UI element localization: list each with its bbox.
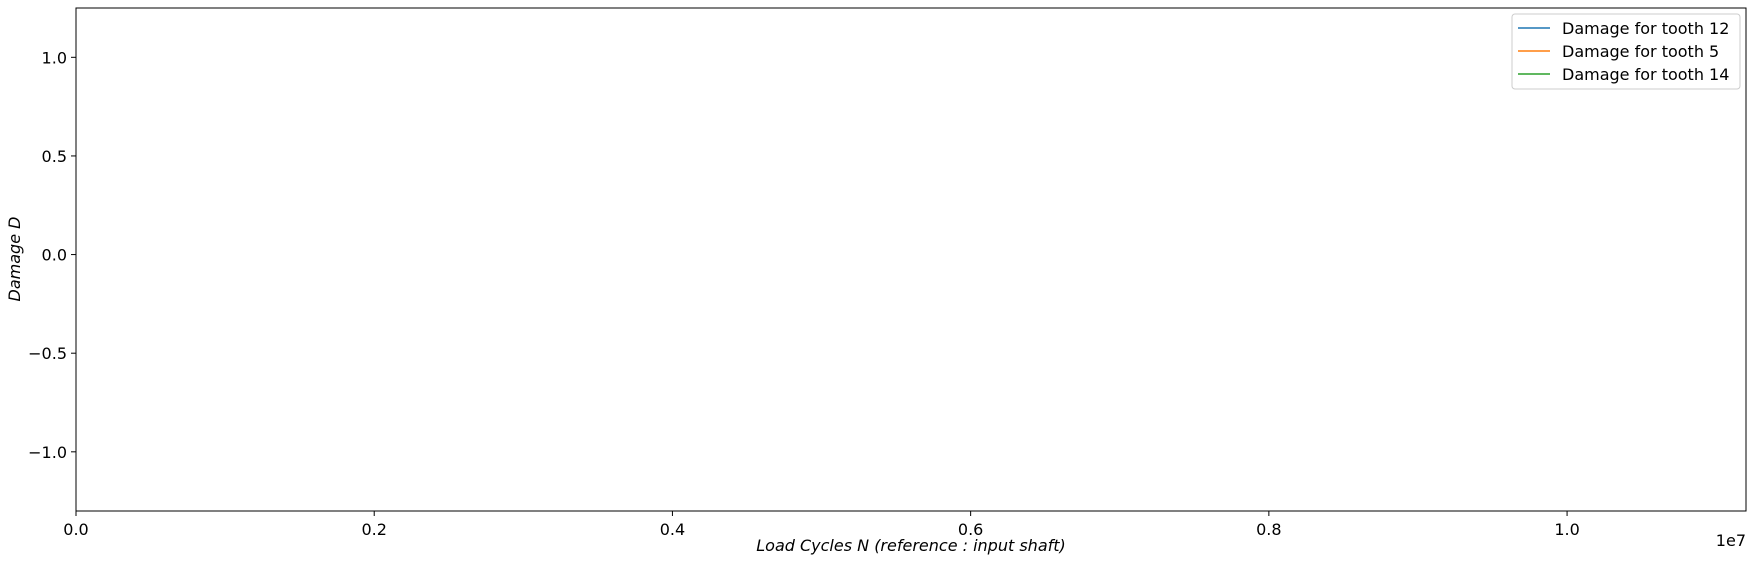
y-axis-label: Damage D (5, 217, 24, 302)
x-axis-scale-multiplier: 1e7 (1716, 531, 1746, 550)
legend-entry: Damage for tooth 5 (1518, 42, 1719, 61)
x-tick-label: 1.0 (1554, 520, 1579, 539)
y-axis-ticks: 1.0 0.5 0.0 −0.5 −1.0 (28, 48, 76, 462)
y-tick-label: 0.5 (42, 147, 67, 166)
x-axis-ticks: 0.0 0.2 0.4 0.6 0.8 1.0 (63, 511, 1580, 539)
y-tick-label: 1.0 (42, 48, 67, 67)
y-tick-label: −0.5 (28, 344, 67, 363)
x-axis-label: Load Cycles N (reference : input shaft) (756, 536, 1066, 555)
x-tick-label: 0.2 (361, 520, 386, 539)
y-tick-label: −1.0 (28, 443, 67, 462)
x-tick-label: 0.4 (660, 520, 685, 539)
y-tick-label: 0.0 (42, 246, 67, 265)
legend-label: Damage for tooth 12 (1562, 19, 1729, 38)
legend-entry: Damage for tooth 12 (1518, 19, 1729, 38)
plot-area (76, 8, 1746, 511)
legend-box (1511, 13, 1741, 90)
x-tick-label: 0.0 (63, 520, 88, 539)
legend-label: Damage for tooth 14 (1562, 65, 1729, 84)
x-tick-label: 0.8 (1256, 520, 1281, 539)
plot-frame (75, 7, 1747, 512)
x-tick-label: 0.6 (958, 520, 983, 539)
legend: Damage for tooth 12 Damage for tooth 5 D… (1511, 13, 1741, 90)
legend-entry: Damage for tooth 14 (1518, 65, 1729, 84)
legend-label: Damage for tooth 5 (1562, 42, 1719, 61)
